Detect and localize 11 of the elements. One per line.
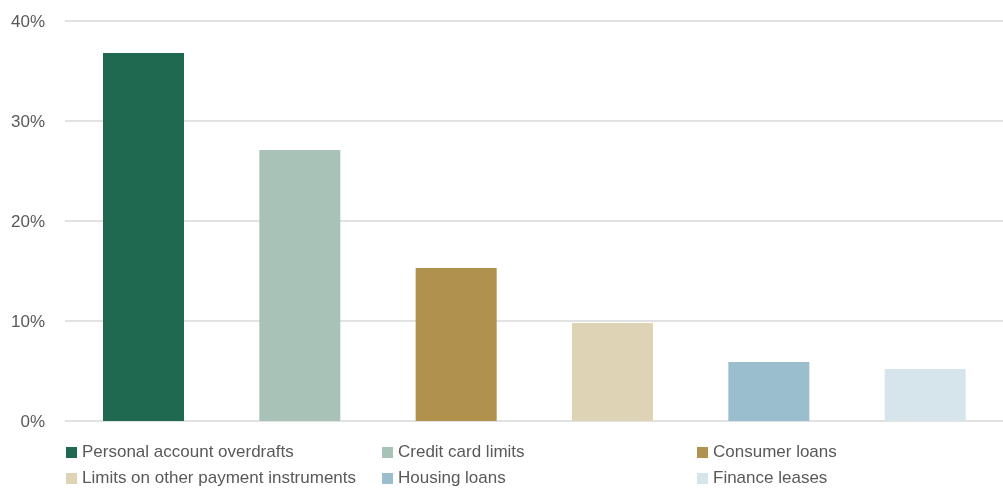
legend-label: Finance leases — [713, 467, 828, 489]
y-tick-label: 30% — [10, 112, 45, 132]
legend-label: Housing loans — [398, 467, 506, 489]
y-tick-label: 40% — [10, 12, 45, 32]
y-tick-label: 0% — [20, 412, 45, 432]
legend-label: Credit card limits — [398, 441, 525, 463]
y-tick-label: 10% — [10, 312, 45, 332]
legend-label: Consumer loans — [713, 441, 837, 463]
y-tick-label: 20% — [10, 212, 45, 232]
legend-label: Limits on other payment instruments — [82, 467, 357, 489]
legend-label: Personal account overdrafts — [82, 441, 294, 463]
